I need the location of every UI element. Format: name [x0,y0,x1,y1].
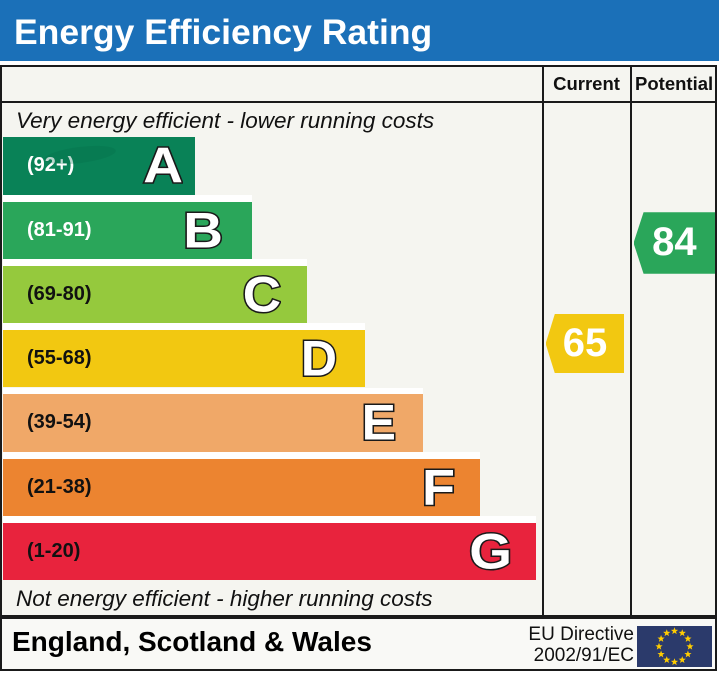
svg-text:G: G [469,524,512,580]
svg-text:D: D [301,331,337,387]
svg-text:A: A [143,138,183,194]
svg-text:C: C [242,266,280,322]
svg-text:B: B [183,203,223,259]
svg-text:F: F [422,460,455,516]
svg-text:E: E [362,395,396,451]
